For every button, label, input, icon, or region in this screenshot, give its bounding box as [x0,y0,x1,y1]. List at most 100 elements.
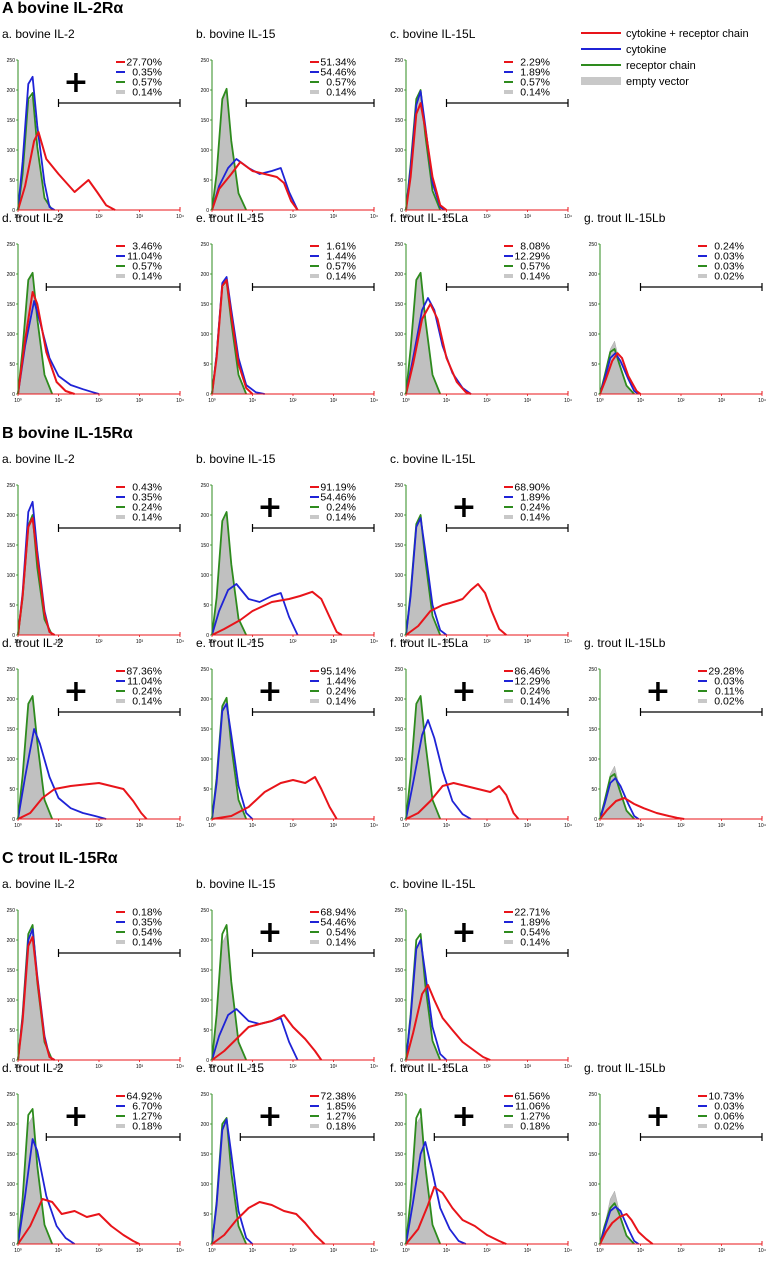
x-tick-label: 10⁰ [208,823,216,829]
y-tick-label: 250 [589,1092,598,1098]
section-title-a: A bovine IL-2Rα [2,0,124,17]
y-tick-label: 150 [7,543,16,549]
y-tick-label: 150 [7,727,16,733]
percent-value: 11.06% [515,1101,550,1113]
x-tick-label: 10⁰ [14,639,22,645]
x-tick-label: 10⁰ [208,214,216,220]
x-tick-label: 10² [95,1248,103,1254]
x-tick-label: 10² [289,639,297,645]
x-tick-label: 10² [677,1248,685,1254]
x-tick-label: 10⁰ [14,214,22,220]
y-tick-label: 250 [395,908,404,914]
receptor-chain-line [17,695,54,820]
plus-sign: + [451,490,476,525]
plus-sign: + [645,674,670,709]
cytokine-receptor-line [211,1014,323,1061]
x-tick-label: 10³ [330,1248,338,1254]
x-tick-label: 10³ [718,1248,726,1254]
x-tick-label: 10³ [524,823,532,829]
percent-value: 0.24% [714,241,744,253]
percent-value: 0.35% [132,917,162,929]
x-tick-label: 10³ [524,1248,532,1254]
y-tick-label: 0 [206,633,209,639]
cytokine-line [599,777,640,820]
x-tick-label: 10⁰ [596,1248,604,1254]
x-tick-label: 10¹ [249,639,257,645]
x-tick-label: 10¹ [55,639,63,645]
x-tick-label: 10² [95,823,103,829]
x-tick-label: 10² [289,398,297,404]
percent-value: 3.46% [132,241,162,253]
panel-title: d. trout IL-2 [2,636,64,650]
x-tick-label: 10⁴ [370,214,378,220]
percent-value: 0.24% [132,502,162,514]
percent-value: 68.90% [514,482,550,494]
percent-value: 0.14% [132,271,162,283]
x-tick-label: 10⁴ [176,214,184,220]
x-tick-label: 10² [289,1248,297,1254]
cytokine-receptor-line [17,291,75,395]
y-tick-label: 200 [7,697,16,703]
x-tick-label: 10² [483,639,491,645]
y-tick-label: 50 [591,787,597,793]
y-tick-label: 50 [9,787,15,793]
histogram-panel: c. bovine IL-15L 0 50 100 150 200 250 10⁰ 10¹ 10²… [390,877,572,1070]
percent-value: 87.36% [126,666,162,678]
y-tick-label: 250 [395,242,404,248]
x-tick-label: 10³ [524,1064,532,1070]
x-tick-label: 10³ [330,823,338,829]
x-tick-label: 10¹ [443,639,451,645]
panel-title: g. trout IL-15Lb [584,1061,666,1075]
x-tick-label: 10⁰ [14,1064,22,1070]
y-tick-label: 50 [203,1212,209,1218]
percent-value: 12.29% [514,676,550,688]
percent-value: 0.24% [326,502,356,514]
figure-legend: cytokine + receptor chain cytokine recepto… [581,28,749,88]
y-tick-label: 200 [201,272,210,278]
x-tick-label: 10⁰ [402,1064,410,1070]
receptor-chain-line [405,271,442,395]
panel-title: e. trout IL-15 [196,1061,264,1075]
x-tick-label: 10⁴ [176,1248,184,1254]
panel-title: c. bovine IL-15L [390,27,476,41]
y-tick-label: 150 [395,543,404,549]
x-tick-label: 10⁰ [208,398,216,404]
y-tick-label: 200 [589,697,598,703]
percent-value: 0.03% [714,676,744,688]
x-tick-label: 10¹ [55,214,63,220]
x-tick-label: 10² [483,398,491,404]
percent-value: 0.57% [132,261,162,273]
percent-value: 0.24% [520,686,550,698]
x-tick-label: 10² [95,398,103,404]
x-tick-label: 10⁴ [370,398,378,404]
percent-value: 0.18% [132,1121,162,1133]
percent-value: 0.35% [132,67,162,79]
y-tick-label: 100 [201,998,210,1004]
y-tick-label: 0 [206,1058,209,1064]
percent-value: 95.14% [320,666,356,678]
y-tick-label: 50 [203,787,209,793]
plus-sign: + [451,1099,476,1134]
x-tick-label: 10³ [136,1248,144,1254]
y-tick-label: 0 [206,1242,209,1248]
cytokine-receptor-line [211,279,254,395]
legend-label: empty vector [626,76,689,88]
cytokine-receptor-line [405,303,472,395]
percent-value: 91.19% [320,482,356,494]
y-tick-label: 0 [206,392,209,398]
panel-title: a. bovine IL-2 [2,452,75,466]
legend-label: cytokine [626,44,666,56]
y-tick-label: 100 [7,332,16,338]
x-tick-label: 10⁰ [402,639,410,645]
percent-value: 1.85% [326,1101,356,1113]
y-tick-label: 50 [9,178,15,184]
histogram-panel: c. bovine IL-15L 0 50 100 150 200 250 10⁰ 10¹ 10²… [390,27,572,220]
plus-sign: + [257,915,282,950]
panel-title: f. trout IL-15La [390,1061,468,1075]
x-tick-label: 10³ [136,214,144,220]
y-tick-label: 200 [589,1122,598,1128]
